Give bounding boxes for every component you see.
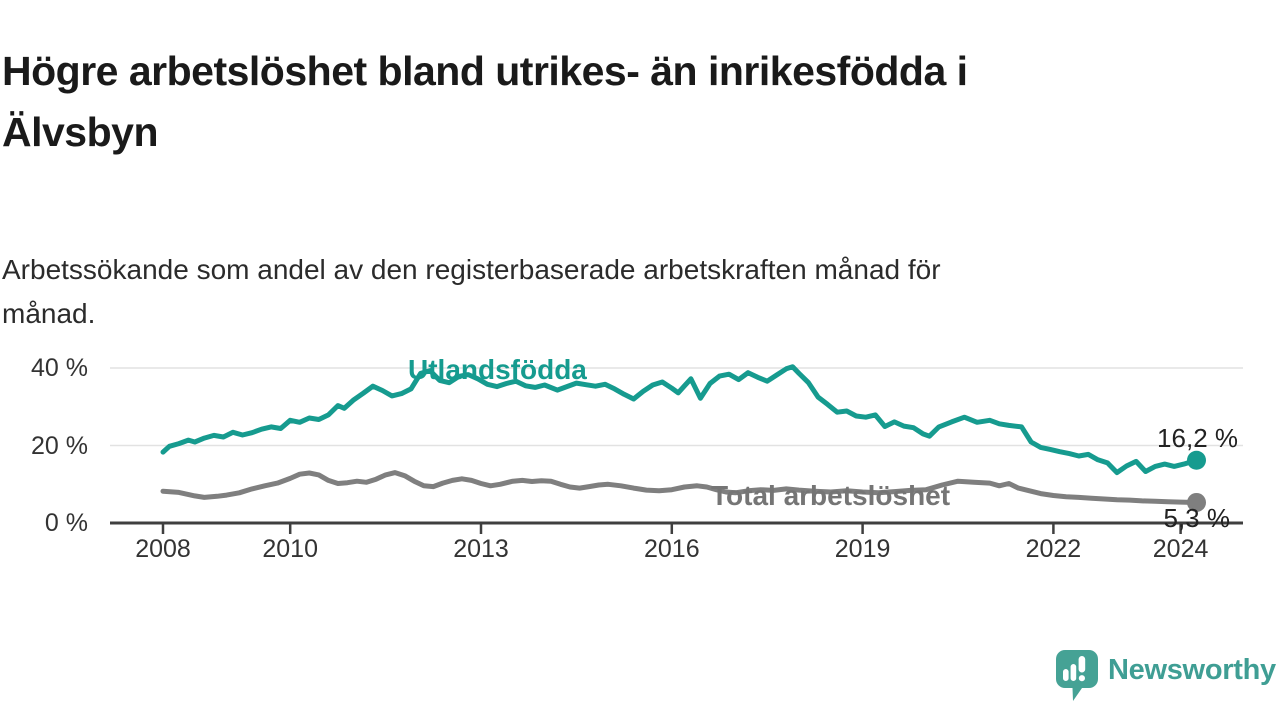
- newsworthy-logo-text: Newsworthy: [1108, 654, 1276, 686]
- chart-subtitle: Arbetssökande som andel av den registerb…: [2, 248, 1222, 336]
- newsworthy-chart-bubble-icon: [1056, 650, 1098, 701]
- x-axis-label-2024: 2024: [1152, 535, 1209, 563]
- chart-title: Högre arbetslöshet bland utrikes- än inr…: [2, 41, 1262, 163]
- end-value-label-total: 5,3 %: [1163, 503, 1231, 533]
- x-axis-label-2013: 2013: [453, 535, 509, 563]
- plot-area: [110, 364, 1243, 534]
- series-line-total: [160, 470, 1199, 505]
- chart-subtitle-line-1: Arbetssökande som andel av den registerb…: [2, 254, 941, 285]
- end-value-label-utlandsfodda: 16,2 %: [1157, 423, 1238, 453]
- series-line-utlandsfodda: [160, 364, 1199, 476]
- x-axis-label-2008: 2008: [135, 535, 191, 563]
- x-axis-label-2016: 2016: [643, 535, 700, 563]
- series-end-dot-utlandsfodda: [1187, 450, 1206, 470]
- chart-subtitle-line-2: månad.: [2, 298, 96, 329]
- chart-title-line-2: Älvsbyn: [2, 109, 159, 156]
- series-label-total-arbetsloshet: Total arbetslöshet: [711, 480, 951, 511]
- x-axis-label-2019: 2019: [834, 535, 891, 563]
- x-axis-label-2022: 2022: [1025, 535, 1082, 563]
- y-axis-label-20: 20 %: [31, 431, 88, 460]
- chart-title-line-1: Högre arbetslöshet bland utrikes- än inr…: [2, 48, 968, 95]
- newsworthy-logo: Newsworthy: [1054, 646, 1280, 704]
- series-end-dot-total: [1187, 492, 1206, 512]
- y-axis-label-0: 0 %: [44, 509, 88, 537]
- x-axis-label-2010: 2010: [262, 535, 318, 563]
- series-label-utlandsfodda: Utlandsfödda: [408, 354, 587, 385]
- y-axis-label-40: 40 %: [31, 354, 88, 382]
